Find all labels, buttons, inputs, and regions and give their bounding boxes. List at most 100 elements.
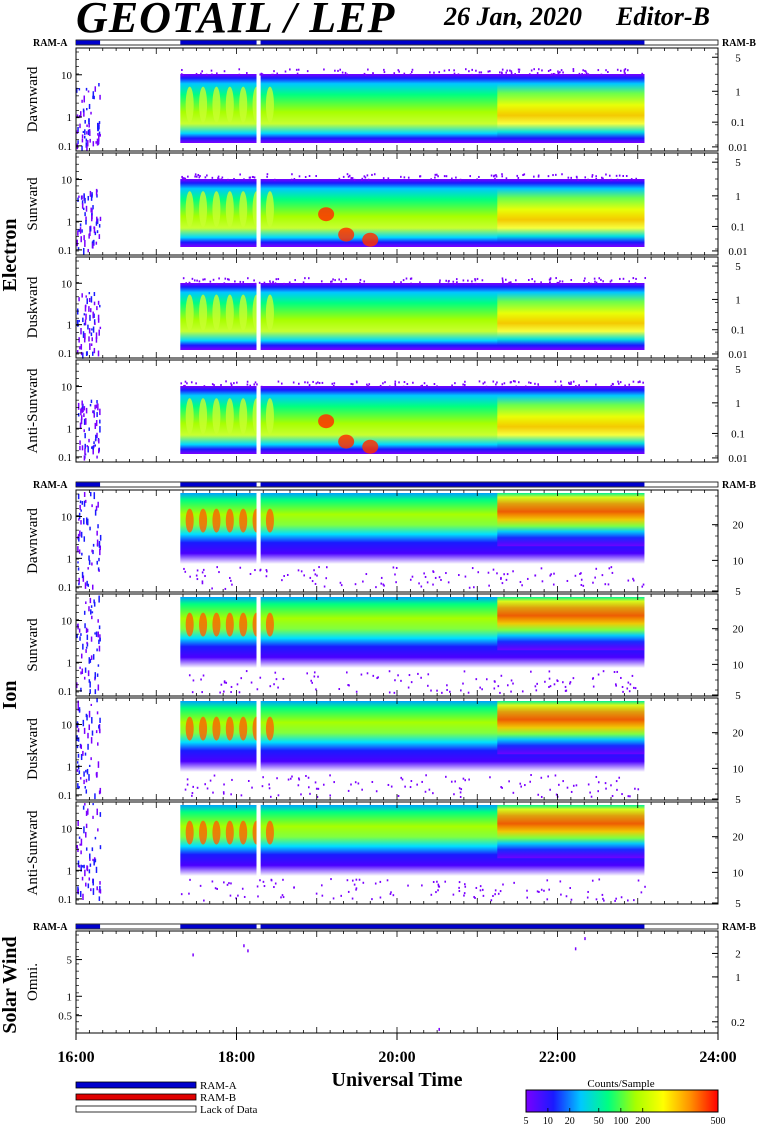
- early-data-speck: [95, 332, 98, 339]
- fringe-speck: [398, 381, 400, 384]
- early-data-speck: [88, 336, 90, 342]
- fringe-speck: [346, 879, 349, 882]
- fringe-speck: [510, 679, 513, 682]
- early-data-speck: [79, 422, 82, 430]
- early-data-speck: [89, 689, 91, 694]
- fringe-speck: [296, 72, 299, 75]
- fringe-speck: [214, 887, 217, 890]
- fringe-speck: [403, 72, 406, 75]
- fringe-speck: [514, 380, 516, 383]
- oscillation-blob: [199, 398, 208, 435]
- early-data-speck: [79, 636, 81, 641]
- early-data-speck: [93, 441, 95, 445]
- fringe-speck: [182, 277, 185, 280]
- fringe-speck: [346, 73, 348, 76]
- early-data-speck: [98, 725, 100, 729]
- fringe-speck: [220, 178, 223, 181]
- early-data-speck: [76, 634, 78, 639]
- fringe-speck: [393, 691, 396, 694]
- fringe-speck: [524, 784, 526, 787]
- early-data-speck: [80, 753, 83, 761]
- fringe-speck: [191, 792, 194, 795]
- fringe-speck: [379, 384, 382, 387]
- fringe-speck: [209, 280, 212, 283]
- fringe-speck: [479, 686, 481, 689]
- fringe-speck: [474, 279, 477, 282]
- early-data-speck: [77, 753, 80, 758]
- fringe-speck: [416, 783, 418, 786]
- fringe-speck: [234, 280, 236, 283]
- fringe-speck: [501, 279, 504, 282]
- fringe-speck: [595, 775, 598, 778]
- fringe-speck: [393, 281, 395, 284]
- early-data-speck: [93, 601, 96, 607]
- fringe-speck: [229, 576, 231, 579]
- early-data-speck: [89, 597, 92, 604]
- early-data-speck: [86, 445, 89, 448]
- early-data-speck: [93, 226, 95, 230]
- fringe-speck: [572, 68, 575, 71]
- fringe-speck: [621, 793, 623, 796]
- fringe-speck: [272, 280, 274, 283]
- fringe-speck: [346, 671, 348, 674]
- right-tick-label: 10: [733, 867, 745, 879]
- fringe-speck: [230, 579, 232, 582]
- fringe-speck: [340, 280, 343, 283]
- fringe-speck: [585, 380, 588, 383]
- fringe-speck: [238, 73, 241, 76]
- fringe-speck: [534, 685, 537, 688]
- left-tick-label: 10: [61, 616, 73, 628]
- fringe-speck: [451, 177, 453, 180]
- data-gap: [256, 48, 261, 151]
- early-data-speck: [76, 761, 79, 764]
- early-data-speck: [98, 83, 100, 87]
- early-data-speck: [85, 205, 88, 212]
- fringe-speck: [277, 278, 280, 281]
- fringe-speck: [181, 68, 183, 71]
- fringe-speck: [438, 71, 441, 74]
- fringe-speck: [537, 175, 540, 178]
- early-data-speck: [96, 455, 98, 459]
- fringe-speck: [454, 282, 456, 285]
- group-label-solar-wind: Solar Wind: [0, 936, 21, 1033]
- fringe-speck: [362, 580, 364, 583]
- early-data-speck: [97, 761, 100, 768]
- fringe-speck: [306, 672, 309, 675]
- early-data-speck: [83, 313, 86, 316]
- fringe-speck: [230, 385, 233, 388]
- fringe-speck: [280, 382, 283, 385]
- early-data-speck: [87, 670, 90, 677]
- early-data-speck: [88, 774, 90, 781]
- fringe-speck: [225, 380, 227, 383]
- early-data-speck: [84, 448, 86, 455]
- fringe-speck: [212, 791, 214, 794]
- fringe-speck: [549, 685, 552, 688]
- fringe-speck: [216, 887, 218, 890]
- early-data-speck: [80, 408, 82, 416]
- fringe-speck: [471, 567, 474, 570]
- fringe-speck: [282, 878, 284, 881]
- fringe-speck: [631, 674, 634, 677]
- fringe-speck: [354, 583, 357, 586]
- fringe-speck: [526, 896, 529, 899]
- fringe-speck: [601, 893, 604, 896]
- fringe-speck: [314, 582, 317, 585]
- fringe-speck: [548, 686, 550, 689]
- fringe-speck: [540, 281, 542, 284]
- early-data-speck: [91, 192, 93, 197]
- fringe-speck: [440, 578, 442, 581]
- fringe-speck: [330, 280, 332, 283]
- fringe-speck: [501, 383, 504, 386]
- early-data-speck: [91, 328, 93, 331]
- fringe-speck: [555, 277, 557, 280]
- early-data-speck: [90, 332, 93, 337]
- fringe-speck: [184, 384, 186, 387]
- fringe-speck: [180, 893, 183, 896]
- early-data-speck: [78, 537, 80, 542]
- fringe-speck: [556, 679, 558, 682]
- early-data-speck: [90, 703, 93, 706]
- fringe-speck: [430, 893, 433, 896]
- early-data-speck: [99, 548, 101, 556]
- fringe-speck: [429, 71, 431, 74]
- ram-a-coverage-bar: [180, 40, 257, 45]
